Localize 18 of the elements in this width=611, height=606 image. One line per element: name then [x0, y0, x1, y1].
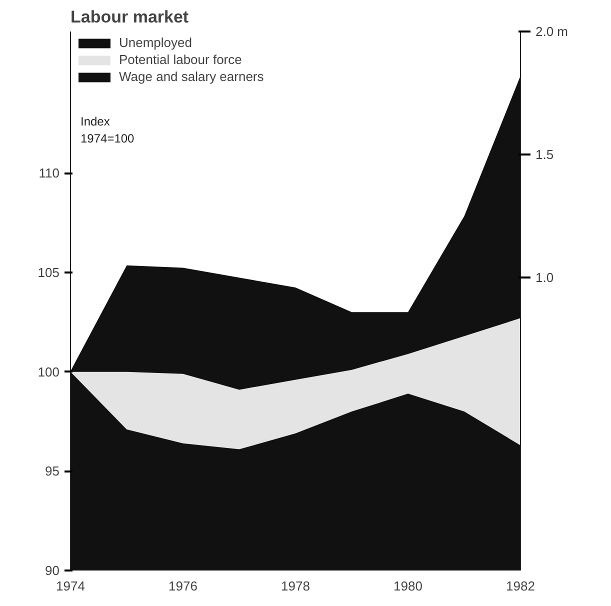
- x-tick-label: 1980: [394, 578, 422, 594]
- y-tick-label: 110: [38, 166, 60, 181]
- y-tick-label: 90: [45, 563, 60, 578]
- legend-label: Wage and salary earners: [119, 69, 264, 84]
- y-axis-title: Index 1974=100: [80, 114, 135, 146]
- y2-tick-label: 1.5: [536, 147, 554, 162]
- legend-label: Unemployed: [119, 35, 192, 50]
- y-tick-label: 105: [38, 264, 60, 280]
- x-tick-label: 1976: [168, 578, 198, 594]
- x-tick-label: 1982: [506, 578, 535, 594]
- y-tick-label: 95: [45, 464, 60, 479]
- x-tick-label: 1974: [56, 578, 85, 594]
- chart-title: Labour market: [70, 8, 189, 26]
- legend-label: Potential labour force: [119, 52, 242, 67]
- y2-tick-label: 2.0 m: [536, 24, 568, 39]
- x-tick-label: 1978: [281, 578, 310, 594]
- y2-tick-label: 1.0: [536, 270, 554, 286]
- y-tick-label: 100: [38, 364, 60, 380]
